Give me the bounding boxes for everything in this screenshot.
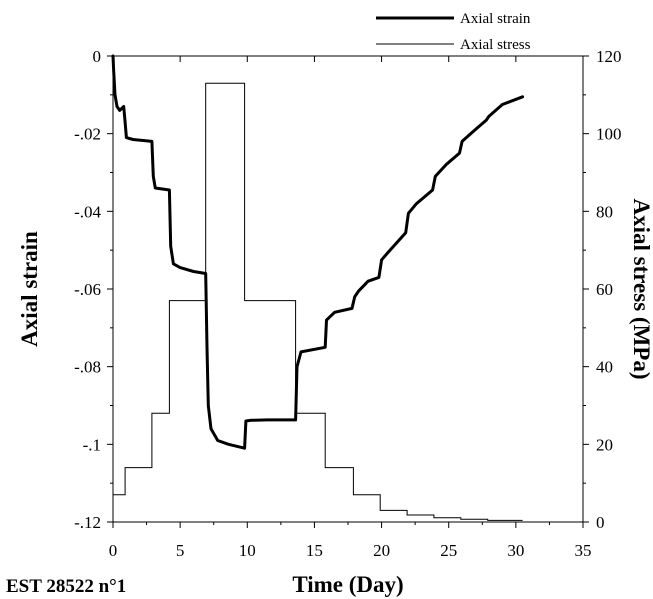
y-left-tick-label: -.12 [74,513,101,532]
series-axial-strain [111,54,525,450]
x-tick-label: 10 [239,541,256,560]
series-axial-stress [112,82,523,522]
x-tick-label: 5 [176,541,185,560]
y-right-tick-label: 20 [596,435,613,454]
y-right-tick-label: 60 [596,280,613,299]
x-tick-label: 15 [306,541,323,560]
y-right-tick-label: 100 [596,125,622,144]
x-axis-title: Time (Day) [292,572,403,597]
x-tick-label: 30 [507,541,524,560]
y-right-tick-label: 40 [596,358,613,377]
y-right-axis-title: Axial stress (MPa) [629,199,653,380]
y-right-tick-label: 120 [596,47,622,66]
y-left-tick-label: -.06 [74,280,101,299]
y-right-tick-label: 0 [596,513,605,532]
y-left-tick-label: -.08 [74,358,101,377]
x-tick-label: 35 [575,541,592,560]
plot-frame [112,55,584,523]
legend-label-axial-strain: Axial strain [460,11,531,27]
y-right-tick-label: 80 [596,202,613,221]
y-left-tick-label: -.1 [83,435,101,454]
x-tick-label: 0 [109,541,118,560]
figure-caption: EST 28522 n°1 [6,576,126,597]
y-left-tick-label: -.02 [74,125,101,144]
x-tick-label: 25 [440,541,457,560]
series-layer [111,54,525,522]
axes: 0 5 10 15 20 25 30 350-.02-.04-.06-.08-.1-.12 02… [74,47,621,560]
legend: Axial strain Axial stress [376,11,531,53]
y-left-tick-label: 0 [93,47,102,66]
y-left-tick-label: -.04 [74,202,101,221]
x-tick-label: 20 [373,541,390,560]
legend-label-axial-stress: Axial stress [460,37,531,53]
y-left-axis-title: Axial strain [17,231,42,347]
